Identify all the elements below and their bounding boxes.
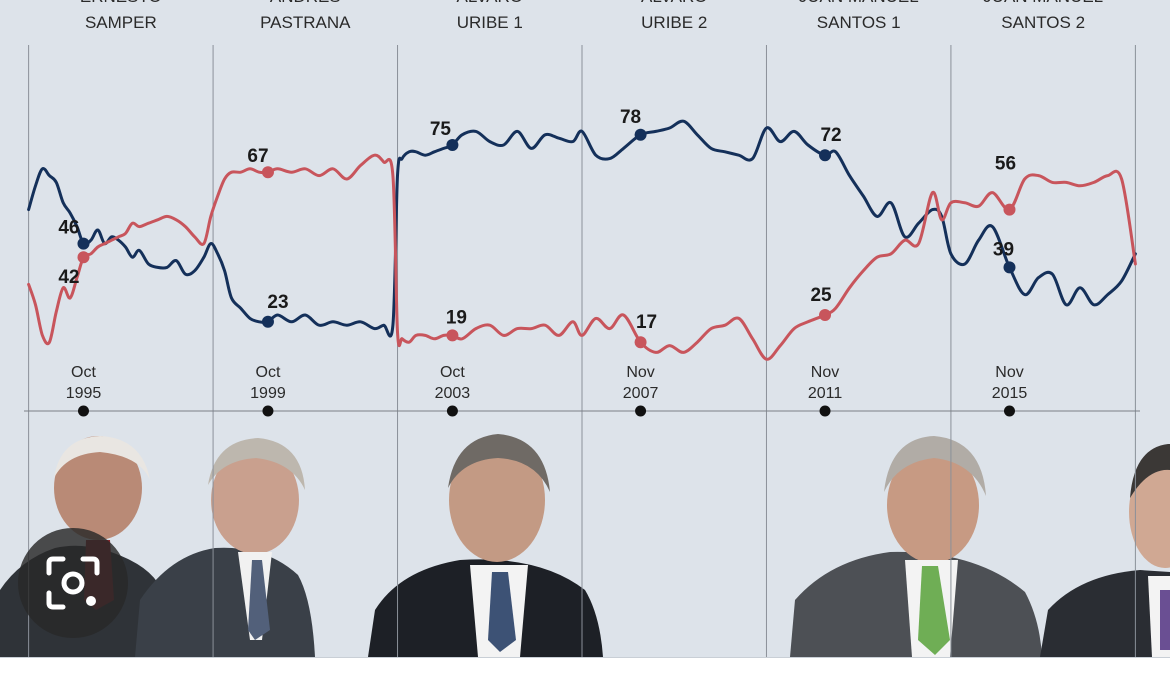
date-tick-dot (77, 405, 89, 417)
term-label-line2: SANTOS 2 (1001, 13, 1085, 32)
approval-point (261, 315, 274, 328)
portrait-pastrana (135, 438, 315, 657)
disapproval-value-label: 17 (636, 312, 657, 333)
portrait-duque (1040, 444, 1170, 657)
approval-point (1003, 261, 1016, 274)
value-annotations: 46 42 67 23 75 19 78 17 72 25 56 39 (58, 107, 1016, 349)
date-month-label: Nov (626, 364, 654, 381)
term-label-line1: JUAN MANUEL (799, 0, 919, 6)
disapproval-value-label: 56 (995, 154, 1016, 175)
lens-icon (46, 556, 100, 610)
term-label-line2: SAMPER (85, 13, 157, 32)
chart-panel: ERNESTO SAMPER ANDRÉS PASTRANA ÁLVARO URIBE 1… (0, 0, 1170, 657)
term-label-line1: ÁLVARO (457, 0, 523, 6)
term-labels: ERNESTO SAMPER ANDRÉS PASTRANA ÁLVARO URIBE 1… (80, 0, 1103, 32)
disapproval-value-label: 25 (810, 285, 832, 306)
disapproval-value-label: 42 (58, 267, 79, 288)
term-label-line2: URIBE 1 (457, 13, 523, 32)
disapproval-point (819, 309, 832, 321)
date-month-label: Oct (71, 364, 96, 381)
bottom-bar (0, 657, 1170, 696)
term-label-line2: URIBE 2 (641, 13, 707, 32)
approval-point (819, 149, 832, 162)
image-search-button[interactable] (18, 528, 128, 638)
disapproval-value-label: 67 (247, 146, 268, 167)
date-year-label: 2003 (435, 385, 471, 402)
date-month-label: Nov (811, 364, 839, 381)
approval-value-label: 78 (620, 107, 641, 128)
portrait-uribe (368, 434, 603, 657)
portrait-santos (790, 436, 1042, 657)
date-year-label: 1995 (66, 385, 102, 402)
date-tick-dot (446, 405, 458, 417)
approval-value-label: 39 (993, 239, 1014, 260)
date-markers: Oct 1995 Oct 1999 Oct 2003 Nov 2007 Nov 2011 Nov 20… (66, 364, 1028, 417)
approval-value-label: 75 (430, 119, 452, 140)
date-tick-dot (1003, 405, 1015, 417)
disapproval-point (1003, 203, 1016, 216)
date-year-label: 2015 (992, 385, 1028, 402)
date-month-label: Nov (995, 364, 1023, 381)
portrait-photos (0, 434, 1170, 657)
approval-chart: ERNESTO SAMPER ANDRÉS PASTRANA ÁLVARO URIBE 1… (0, 0, 1170, 657)
date-year-label: 1999 (250, 385, 286, 402)
term-label-line2: PASTRANA (260, 13, 351, 32)
disapproval-value-label: 19 (446, 307, 467, 328)
date-tick-dot (262, 405, 274, 417)
date-year-label: 2011 (808, 385, 843, 402)
disapproval-point (261, 166, 274, 179)
disapproval-point (446, 329, 459, 342)
approval-value-label: 46 (58, 218, 79, 239)
date-month-label: Oct (256, 364, 281, 381)
approval-point (634, 128, 647, 141)
approval-value-label: 23 (267, 292, 288, 313)
approval-point (446, 139, 459, 151)
approval-value-label: 72 (820, 125, 841, 146)
date-tick-dot (819, 405, 831, 417)
term-label-line1: ANDRÉS (270, 0, 341, 6)
approval-point (77, 237, 90, 250)
term-label-line1: ERNESTO (80, 0, 162, 6)
term-label-line2: SANTOS 1 (817, 13, 901, 32)
disapproval-point (634, 336, 647, 349)
date-year-label: 2007 (623, 385, 659, 402)
date-tick-dot (635, 405, 647, 417)
date-month-label: Oct (440, 364, 465, 381)
disapproval-point (77, 251, 90, 264)
term-label-line1: ÁLVARO (641, 0, 707, 6)
term-label-line1: JUAN MANUEL (983, 0, 1103, 6)
